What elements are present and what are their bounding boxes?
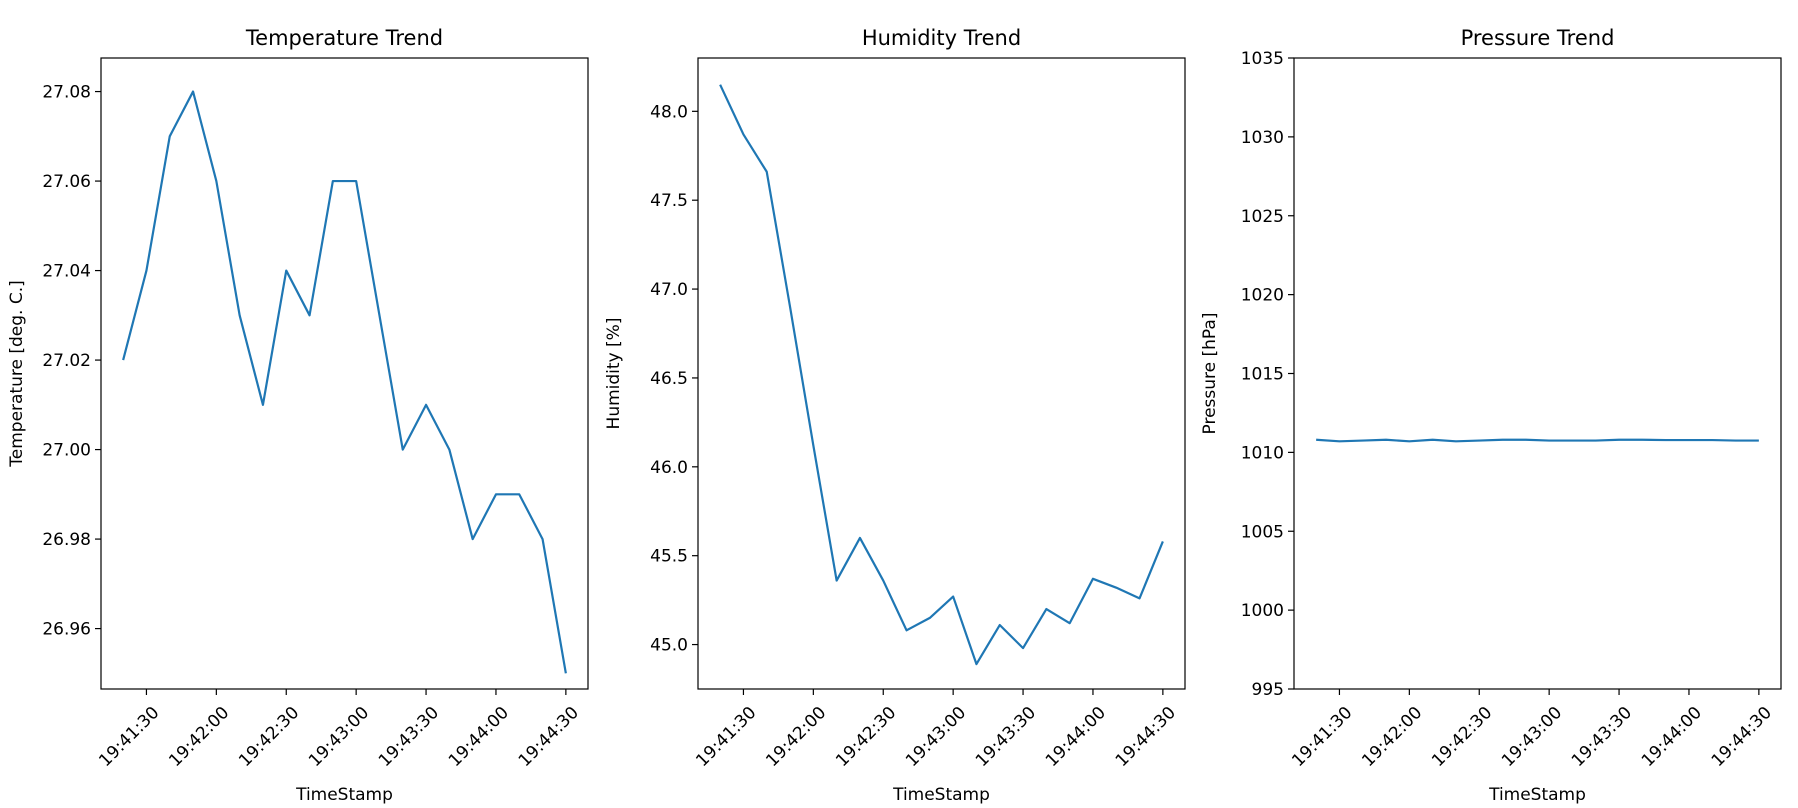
y-tick-label: 1035: [1241, 49, 1284, 69]
chart-panel-2: Humidity Trend 45.0 45.5 46.0 46.5 47.0 47.5 48…: [604, 26, 1186, 805]
y-tick-label: 46.5: [650, 369, 688, 389]
y-tick-label: 26.98: [42, 530, 91, 550]
x-axis-label: TimeStamp: [1488, 785, 1586, 805]
x-tick-label: 19:42:00: [762, 703, 830, 771]
x-tick-label: 19:44:00: [1638, 703, 1706, 771]
x-tick-label: 19:44:30: [1708, 703, 1776, 771]
x-tick-label: 19:42:30: [1428, 703, 1496, 771]
y-tick-label: 45.0: [650, 636, 688, 656]
y-tick-label: 1020: [1241, 286, 1284, 306]
x-axis-label: TimeStamp: [892, 785, 990, 805]
x-tick-label: 19:44:30: [1112, 703, 1180, 771]
x-axis-label: TimeStamp: [295, 785, 393, 805]
y-tick-label: 26.96: [42, 620, 91, 640]
y-tick-label: 1015: [1241, 365, 1284, 385]
x-tick-label: 19:43:30: [972, 703, 1040, 771]
axes-frame: [697, 57, 1186, 690]
chart-title: Humidity Trend: [862, 26, 1021, 50]
x-tick-label: 19:44:30: [515, 703, 583, 771]
series-line: [719, 84, 1164, 666]
x-tick-label: 19:43:00: [305, 703, 373, 771]
series-line: [1316, 438, 1759, 443]
series-line: [122, 90, 567, 674]
axes-frame: [100, 57, 589, 690]
y-tick-label: 1010: [1241, 443, 1284, 463]
y-axis-label: Humidity [%]: [604, 318, 624, 430]
chart-title: Pressure Trend: [1461, 26, 1615, 50]
x-tick-label: 19:43:30: [1568, 703, 1636, 771]
x-tick-label: 19:41:30: [95, 703, 163, 771]
axes-frame: [1293, 57, 1782, 690]
chart-panel-3: Pressure Trend 995 1000 1005 1010 1015 1020 102…: [1200, 26, 1782, 805]
y-tick-label: 27.06: [42, 172, 91, 192]
x-tick-label: 19:41:30: [692, 703, 760, 771]
y-tick-label: 47.0: [650, 280, 688, 300]
y-axis-label: Temperature [deg. C.]: [7, 280, 27, 467]
x-tick-label: 19:41:30: [1288, 703, 1356, 771]
chart-title: Temperature Trend: [245, 26, 443, 50]
y-tick-label: 1000: [1241, 601, 1284, 621]
y-tick-label: 1030: [1241, 128, 1284, 148]
chart-panel-1: Temperature Trend 26.96 26.98 27.00 27.02 27.…: [7, 26, 589, 805]
y-tick-label: 27.00: [42, 441, 91, 461]
x-tick-label: 19:44:00: [445, 703, 513, 771]
x-tick-label: 19:42:30: [832, 703, 900, 771]
y-tick-label: 27.08: [42, 83, 91, 103]
y-tick-label: 995: [1252, 680, 1284, 700]
y-tick-label: 1025: [1241, 207, 1284, 227]
x-tick-label: 19:42:00: [1358, 703, 1426, 771]
y-tick-label: 1005: [1241, 522, 1284, 542]
y-tick-label: 45.5: [650, 547, 688, 567]
x-tick-label: 19:44:00: [1042, 703, 1110, 771]
y-tick-label: 46.0: [650, 458, 688, 478]
x-tick-label: 19:43:00: [902, 703, 970, 771]
x-tick-label: 19:43:00: [1498, 703, 1566, 771]
x-tick-label: 19:43:30: [375, 703, 443, 771]
x-tick-label: 19:42:00: [165, 703, 233, 771]
y-axis-label: Pressure [hPa]: [1200, 313, 1220, 435]
x-tick-label: 19:42:30: [235, 703, 303, 771]
y-tick-label: 47.5: [650, 191, 688, 211]
y-tick-label: 48.0: [650, 102, 688, 122]
y-tick-label: 27.04: [42, 262, 91, 282]
y-tick-label: 27.02: [42, 351, 91, 371]
